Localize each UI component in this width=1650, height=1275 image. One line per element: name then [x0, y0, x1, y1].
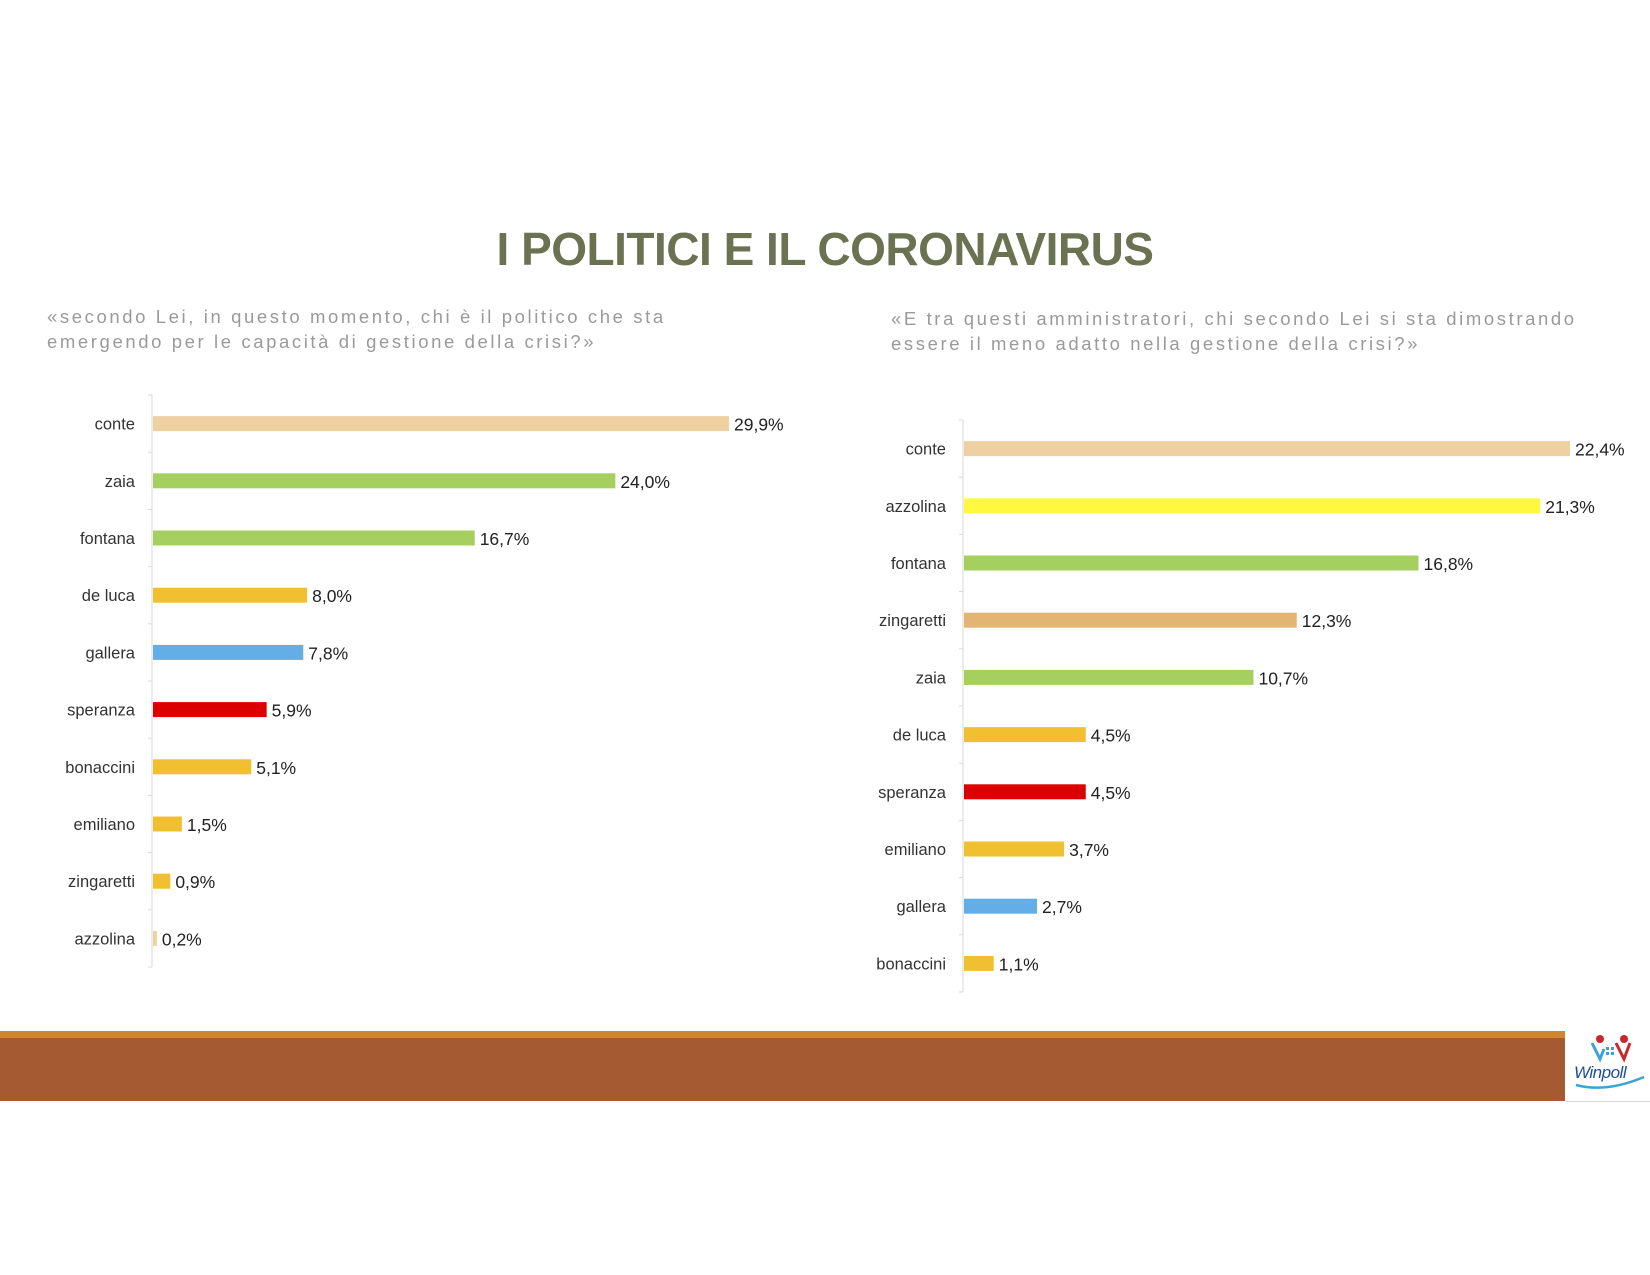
- logo-figures-icon: [1575, 1035, 1645, 1089]
- bar-speranza: [153, 702, 267, 718]
- value-label: 16,8%: [1424, 554, 1474, 574]
- category-label: gallera: [85, 644, 135, 662]
- bar-zaia: [153, 473, 616, 489]
- value-label: 3,7%: [1069, 840, 1109, 860]
- value-label: 8,0%: [312, 586, 352, 606]
- right-chart-question: «E tra questi amministratori, chi second…: [891, 306, 1577, 356]
- bar-emiliano: [964, 841, 1065, 857]
- category-label: fontana: [80, 530, 136, 548]
- value-label: 7,8%: [308, 643, 348, 663]
- category-label: speranza: [878, 784, 947, 802]
- category-label: bonaccini: [876, 955, 946, 973]
- value-label: 4,5%: [1091, 783, 1131, 803]
- page-title: I POLITICI E IL CORONAVIRUS: [496, 223, 1154, 275]
- category-label: de luca: [82, 587, 136, 605]
- bar-zingaretti: [964, 612, 1297, 628]
- right-bar-chart: conte 22,4% azzolina 21,3% fontana 16,8% zinga…: [876, 419, 1625, 993]
- bar-azzolina: [964, 498, 1541, 514]
- category-label: emiliano: [74, 816, 135, 834]
- category-label: azzolina: [885, 498, 946, 516]
- bar-de-luca: [153, 587, 308, 603]
- value-label: 16,7%: [480, 529, 530, 549]
- bar-emiliano: [153, 816, 182, 832]
- logo-text: Winpoll: [1574, 1063, 1627, 1082]
- value-label: 1,1%: [999, 954, 1039, 974]
- value-label: 4,5%: [1091, 726, 1131, 746]
- value-label: 24,0%: [620, 472, 670, 492]
- category-label: zingaretti: [879, 612, 946, 630]
- left-question-line-2: emergendo per le capacità di gestione de…: [47, 331, 597, 352]
- value-label: 2,7%: [1042, 897, 1082, 917]
- value-label: 10,7%: [1258, 668, 1308, 688]
- bar-azzolina: [153, 930, 157, 946]
- value-label: 1,5%: [187, 815, 227, 835]
- bar-de-luca: [964, 727, 1086, 743]
- left-bar-chart: conte 29,9% zaia 24,0% fontana 16,7% de luca 8,…: [65, 394, 784, 968]
- left-chart-question: «secondo Lei, in questo momento, chi è i…: [47, 304, 666, 354]
- value-label: 0,9%: [175, 872, 215, 892]
- footer-band: [0, 1038, 1565, 1101]
- bar-conte: [153, 416, 729, 432]
- bar-gallera: [964, 898, 1038, 914]
- right-question-line-1: «E tra questi amministratori, chi second…: [891, 308, 1577, 329]
- bar-conte: [964, 441, 1570, 457]
- value-label: 0,2%: [162, 929, 202, 949]
- category-label: emiliano: [885, 841, 946, 859]
- category-label: conte: [906, 441, 946, 459]
- value-label: 22,4%: [1575, 440, 1625, 460]
- value-label: 12,3%: [1302, 611, 1352, 631]
- bar-zingaretti: [153, 873, 171, 889]
- category-label: bonaccini: [65, 759, 135, 777]
- footer-accent-line: [0, 1031, 1565, 1038]
- category-label: conte: [95, 416, 135, 434]
- category-label: fontana: [891, 555, 947, 573]
- bar-bonaccini: [964, 955, 994, 971]
- bar-gallera: [153, 644, 304, 660]
- right-question-line-2: essere il meno adatto nella gestione del…: [891, 333, 1421, 354]
- category-label: zaia: [916, 669, 947, 687]
- category-label: zingaretti: [68, 873, 135, 891]
- category-label: zaia: [105, 473, 136, 491]
- value-label: 29,9%: [734, 415, 784, 435]
- category-label: de luca: [893, 727, 947, 745]
- value-label: 5,1%: [256, 758, 296, 778]
- value-label: 5,9%: [272, 701, 312, 721]
- bar-speranza: [964, 784, 1086, 800]
- bar-fontana: [964, 555, 1419, 571]
- category-label: speranza: [67, 702, 136, 720]
- left-question-line-1: «secondo Lei, in questo momento, chi è i…: [47, 306, 666, 327]
- value-label: 21,3%: [1545, 497, 1595, 517]
- bar-zaia: [964, 669, 1254, 685]
- bar-fontana: [153, 530, 475, 546]
- category-label: gallera: [896, 898, 946, 916]
- category-label: azzolina: [74, 930, 135, 948]
- winpoll-logo: Winpoll: [1566, 1031, 1650, 1102]
- bar-bonaccini: [153, 759, 252, 775]
